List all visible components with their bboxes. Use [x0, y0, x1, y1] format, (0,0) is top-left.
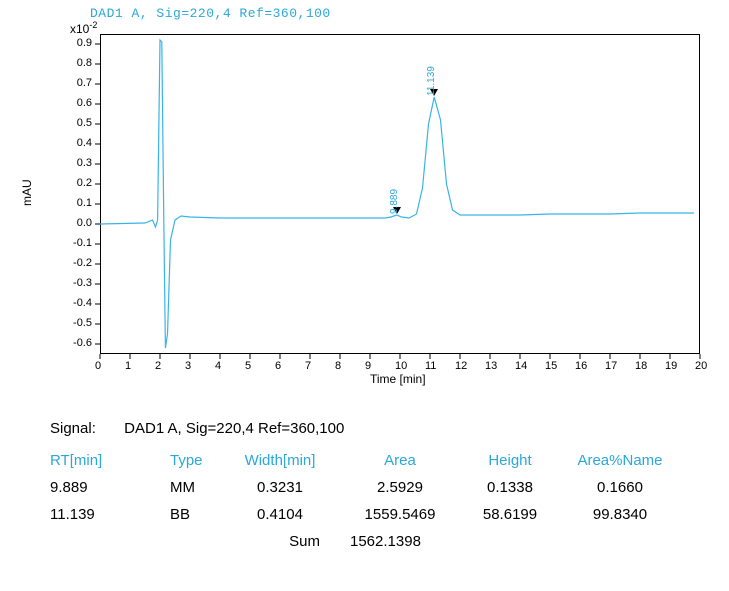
hdr-rt: RT[min]	[50, 447, 170, 474]
xtick-label: 14	[515, 360, 527, 372]
trace-svg	[0, 0, 729, 400]
ytick-label: 0.6	[77, 97, 92, 109]
hdr-width: Width[min]	[220, 447, 340, 474]
xtick-label: 15	[545, 360, 557, 372]
peak-label: 11.139	[426, 66, 437, 96]
xtick-label: 11	[425, 360, 436, 372]
xtick-label: 9	[365, 360, 371, 372]
signal-label: Signal:	[50, 420, 120, 437]
cell-height: 0.1338	[460, 474, 560, 501]
xtick-label: 10	[395, 360, 407, 372]
xtick-label: 17	[605, 360, 617, 372]
ytick-label: -0.6	[73, 337, 92, 349]
ytick-label: 0.7	[77, 77, 92, 89]
chromatogram-chart: DAD1 A, Sig=220,4 Ref=360,100 x10-2 mAU …	[0, 0, 729, 400]
hdr-areapct: Area%Name	[560, 447, 680, 474]
ytick-label: -0.1	[73, 237, 92, 249]
xtick-label: 3	[185, 360, 191, 372]
cell-area: 1559.5469	[340, 501, 460, 528]
ytick-label: -0.5	[73, 317, 92, 329]
cell-width: 0.4104	[220, 501, 340, 528]
xtick-label: 6	[275, 360, 281, 372]
sum-area: 1562.1398	[340, 528, 460, 555]
ytick-label: 0.2	[77, 177, 92, 189]
signal-row: Signal: DAD1 A, Sig=220,4 Ref=360,100	[50, 420, 690, 437]
cell-pct: 99.8340	[560, 501, 680, 528]
ytick-label: -0.4	[73, 297, 92, 309]
ytick-label: 0.8	[77, 57, 92, 69]
xtick-label: 18	[635, 360, 647, 372]
xtick-label: 2	[155, 360, 161, 372]
signal-value: DAD1 A, Sig=220,4 Ref=360,100	[124, 420, 344, 437]
xtick-label: 16	[575, 360, 587, 372]
table-row: 11.139BB0.41041559.546958.619999.8340	[50, 501, 690, 528]
sum-label: Sum	[220, 528, 340, 555]
ytick-label: 0.1	[77, 197, 92, 209]
ytick-label: 0.9	[77, 37, 92, 49]
peak-label: 9.889	[389, 189, 400, 214]
xtick-label: 13	[485, 360, 497, 372]
sum-row: Sum 1562.1398	[50, 528, 690, 555]
xtick-label: 8	[335, 360, 341, 372]
xtick-label: 0	[95, 360, 101, 372]
ytick-label: 0.5	[77, 117, 92, 129]
xtick-label: 4	[215, 360, 221, 372]
ytick-label: 0.3	[77, 157, 92, 169]
cell-area: 2.5929	[340, 474, 460, 501]
cell-rt: 9.889	[50, 474, 170, 501]
cell-height: 58.6199	[460, 501, 560, 528]
table-header: RT[min] Type Width[min] Area Height Area…	[50, 447, 690, 474]
xtick-label: 1	[125, 360, 131, 372]
hdr-area: Area	[340, 447, 460, 474]
cell-rt: 11.139	[50, 501, 170, 528]
xtick-label: 5	[245, 360, 251, 372]
ytick-label: 0.4	[77, 137, 92, 149]
table-row: 9.889MM0.32312.59290.13380.1660	[50, 474, 690, 501]
cell-pct: 0.1660	[560, 474, 680, 501]
hdr-height: Height	[460, 447, 560, 474]
hdr-type: Type	[170, 447, 220, 474]
ytick-label: -0.2	[73, 257, 92, 269]
xtick-label: 12	[455, 360, 467, 372]
cell-type: BB	[170, 501, 220, 528]
cell-width: 0.3231	[220, 474, 340, 501]
xtick-label: 19	[665, 360, 677, 372]
results-table: Signal: DAD1 A, Sig=220,4 Ref=360,100 RT…	[50, 420, 690, 555]
ytick-label: -0.3	[73, 277, 92, 289]
ytick-label: 0.0	[77, 217, 92, 229]
xtick-label: 7	[305, 360, 311, 372]
cell-type: MM	[170, 474, 220, 501]
xtick-label: 20	[695, 360, 707, 372]
